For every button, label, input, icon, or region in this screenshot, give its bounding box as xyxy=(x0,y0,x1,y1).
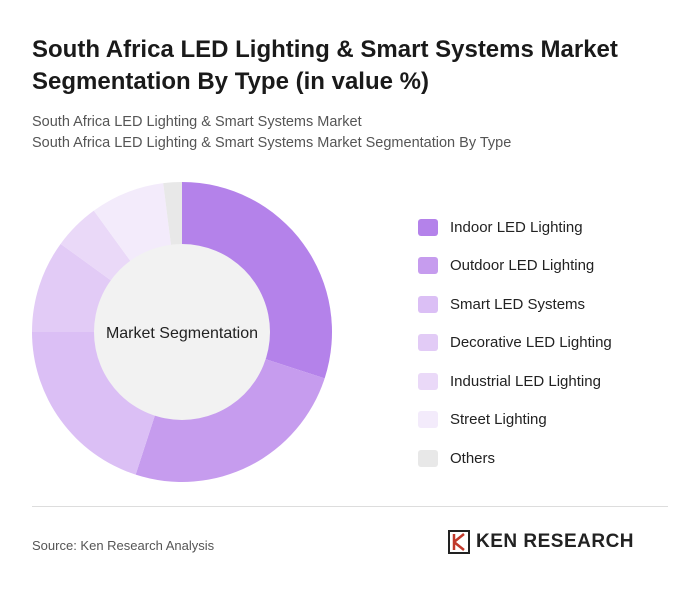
ken-research-logo: KEN RESEARCH xyxy=(448,530,634,554)
source-note: Source: Ken Research Analysis xyxy=(32,538,215,553)
legend: Indoor LED Lighting Outdoor LED Lighting S… xyxy=(418,208,612,478)
legend-label: Street Lighting xyxy=(450,411,547,429)
legend-label: Indoor LED Lighting xyxy=(450,218,583,236)
legend-label: Smart LED Systems xyxy=(450,295,586,313)
legend-label: Industrial LED Lighting xyxy=(450,372,601,390)
center-label: Market Segmentation xyxy=(106,325,258,342)
legend-item[interactable]: Others xyxy=(418,439,612,478)
chart-title: South Africa LED Lighting & Smart System… xyxy=(32,36,618,95)
subtitle-market: South Africa LED Lighting & Smart System… xyxy=(32,114,362,130)
legend-swatch xyxy=(418,411,438,429)
legend-item[interactable]: Outdoor LED Lighting xyxy=(418,247,612,286)
legend-swatch xyxy=(418,334,438,352)
legend-item[interactable]: Smart LED Systems xyxy=(418,285,612,324)
legend-swatch xyxy=(418,372,438,390)
legend-item[interactable]: Street Lighting xyxy=(418,401,612,440)
divider xyxy=(32,506,668,507)
subtitle-segmentation: South Africa LED Lighting & Smart System… xyxy=(32,135,512,151)
logo-mark-icon xyxy=(448,530,470,554)
legend-label: Outdoor LED Lighting xyxy=(450,257,595,275)
legend-item[interactable]: Indoor LED Lighting xyxy=(418,208,612,247)
legend-label: Decorative LED Lighting xyxy=(450,334,612,352)
legend-swatch xyxy=(418,449,438,467)
legend-swatch xyxy=(418,218,438,236)
legend-item[interactable]: Decorative LED Lighting xyxy=(418,324,612,363)
legend-swatch xyxy=(418,257,438,275)
legend-label: Others xyxy=(450,449,496,467)
donut-center xyxy=(94,244,270,420)
legend-swatch xyxy=(418,295,438,313)
legend-item[interactable]: Industrial LED Lighting xyxy=(418,362,612,401)
logo-text: KEN RESEARCH xyxy=(476,531,635,552)
